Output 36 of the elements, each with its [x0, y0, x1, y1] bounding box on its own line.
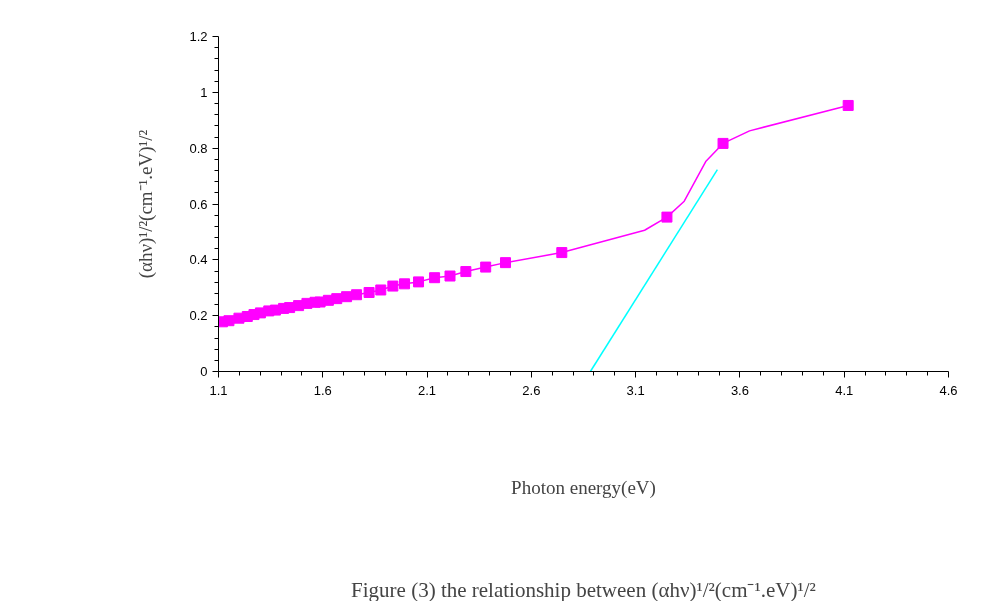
- point: [661, 211, 673, 223]
- x-tick-label: 4.6: [939, 382, 958, 398]
- y-tick-label: 0.2: [189, 308, 208, 324]
- point: [387, 280, 399, 292]
- y-tick-label: 0.6: [189, 196, 208, 212]
- y-tick-label: 1: [200, 84, 208, 100]
- point: [375, 284, 387, 296]
- x-tick-label: 1.6: [313, 382, 332, 398]
- point: [444, 270, 456, 282]
- point: [480, 261, 492, 273]
- y-tick-label: 1.2: [189, 29, 208, 44]
- point: [556, 247, 568, 259]
- point: [363, 287, 375, 298]
- point: [717, 137, 729, 149]
- y-tick-label: 0.4: [189, 252, 208, 268]
- point: [399, 278, 411, 290]
- x-tick-label: 3.1: [626, 382, 645, 398]
- point: [429, 272, 441, 284]
- x-tick-label: 1.1: [209, 382, 228, 398]
- point: [499, 257, 511, 269]
- x-axis-title: Photon energy(eV): [511, 477, 656, 499]
- point: [341, 291, 353, 303]
- point: [460, 266, 472, 278]
- point: [842, 99, 854, 111]
- x-tick-label: 2.1: [418, 382, 437, 398]
- y-tick-label: 0.8: [189, 140, 208, 156]
- x-tick-label: 2.6: [522, 382, 541, 398]
- text: Figure (3) the relationship between (αhν)¹/²(cm⁻¹.eV)¹/²: [351, 577, 816, 601]
- x-tick-label: 3.6: [730, 382, 749, 398]
- y-axis-title: (αhν)¹/²(cm⁻¹.eV)¹/²: [135, 129, 158, 279]
- point: [331, 293, 343, 305]
- y-tick-label: 0: [200, 364, 208, 379]
- point: [351, 289, 363, 301]
- point: [413, 276, 425, 288]
- x-tick-label: 4.1: [835, 382, 854, 398]
- point: [223, 315, 235, 327]
